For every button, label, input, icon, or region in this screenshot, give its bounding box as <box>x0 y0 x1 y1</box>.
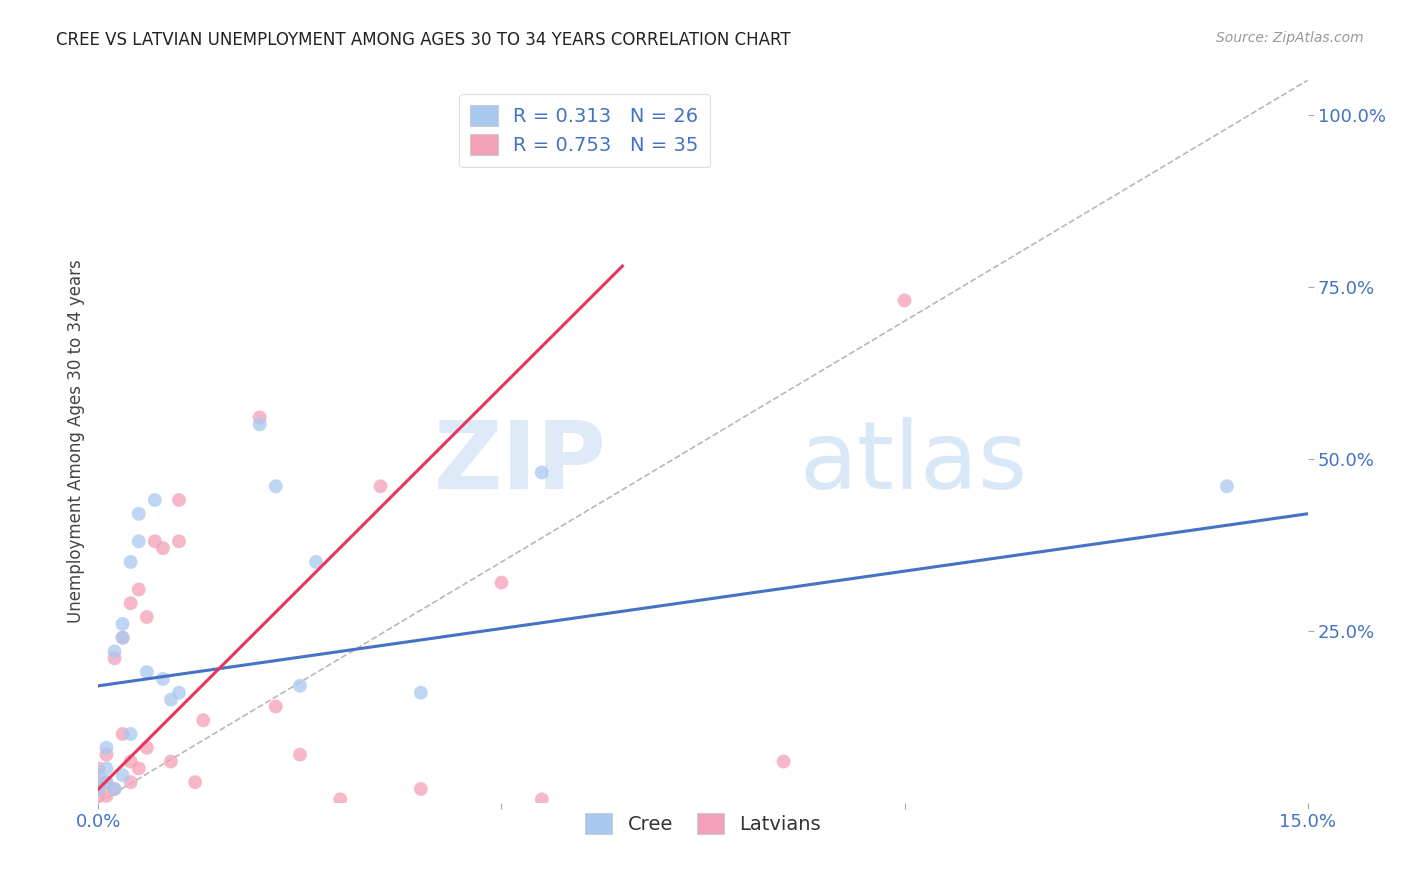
Point <box>96 775 118 789</box>
Text: atlas: atlas <box>800 417 1028 509</box>
Point <box>96 761 118 775</box>
Point <box>305 555 328 569</box>
Point <box>167 493 190 508</box>
Point <box>103 644 125 658</box>
Text: Source: ZipAtlas.com: Source: ZipAtlas.com <box>1216 31 1364 45</box>
Point <box>87 761 110 775</box>
Point <box>409 782 432 797</box>
Point <box>96 740 118 755</box>
Point <box>152 541 174 556</box>
Point <box>111 616 134 631</box>
Point <box>160 692 183 706</box>
Text: ZIP: ZIP <box>433 417 606 509</box>
Point <box>167 534 190 549</box>
Point <box>530 466 553 480</box>
Point <box>111 727 134 741</box>
Point <box>87 789 110 803</box>
Point <box>120 775 142 789</box>
Point <box>111 631 134 645</box>
Point <box>87 775 110 789</box>
Point <box>329 792 352 806</box>
Point <box>491 575 513 590</box>
Point <box>264 479 287 493</box>
Point <box>128 582 150 597</box>
Point <box>370 479 392 493</box>
Point <box>103 651 125 665</box>
Point <box>1216 479 1239 493</box>
Point <box>249 417 271 432</box>
Point <box>87 782 110 797</box>
Point <box>288 747 311 762</box>
Point <box>160 755 183 769</box>
Point <box>96 747 118 762</box>
Point <box>128 761 150 775</box>
Point <box>249 410 271 425</box>
Point <box>120 596 142 610</box>
Point <box>135 740 157 755</box>
Point <box>409 686 432 700</box>
Point <box>135 610 157 624</box>
Point <box>152 672 174 686</box>
Y-axis label: Unemployment Among Ages 30 to 34 years: Unemployment Among Ages 30 to 34 years <box>66 260 84 624</box>
Point <box>143 493 166 508</box>
Point <box>167 686 190 700</box>
Point <box>184 775 207 789</box>
Point <box>264 699 287 714</box>
Point <box>120 555 142 569</box>
Point <box>143 534 166 549</box>
Legend: Cree, Latvians: Cree, Latvians <box>575 803 831 844</box>
Point <box>87 782 110 797</box>
Point <box>87 768 110 782</box>
Point <box>772 755 794 769</box>
Point <box>111 631 134 645</box>
Point <box>96 775 118 789</box>
Point <box>103 782 125 797</box>
Point <box>96 789 118 803</box>
Point <box>120 755 142 769</box>
Point <box>128 507 150 521</box>
Point <box>111 768 134 782</box>
Point <box>193 713 215 727</box>
Point <box>893 293 915 308</box>
Point <box>530 792 553 806</box>
Text: CREE VS LATVIAN UNEMPLOYMENT AMONG AGES 30 TO 34 YEARS CORRELATION CHART: CREE VS LATVIAN UNEMPLOYMENT AMONG AGES … <box>56 31 790 49</box>
Point <box>103 782 125 797</box>
Point <box>135 665 157 679</box>
Point <box>288 679 311 693</box>
Point <box>128 534 150 549</box>
Point <box>120 727 142 741</box>
